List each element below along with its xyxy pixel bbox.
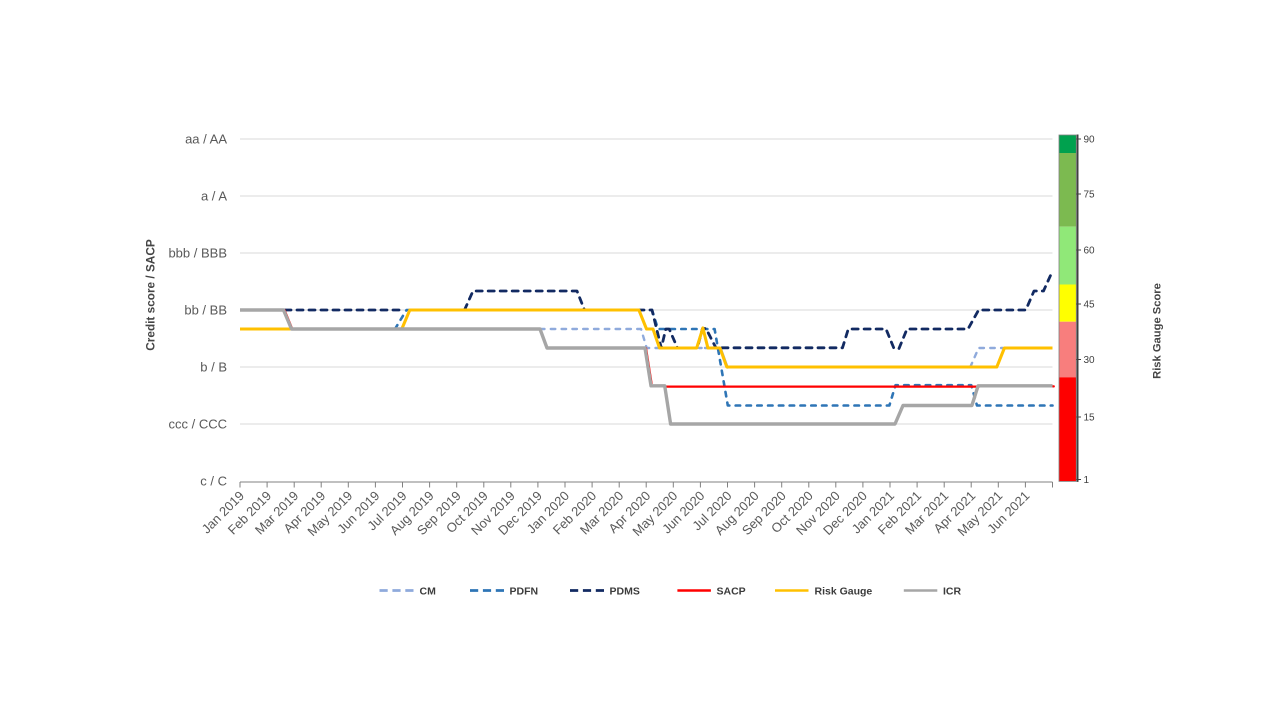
svg-text:aa / AA: aa / AA [185,132,227,147]
svg-text:Credit score / SACP: Credit score / SACP [144,239,158,351]
svg-text:1: 1 [1084,475,1090,486]
svg-text:ICR: ICR [943,585,962,597]
svg-text:bb / BB: bb / BB [184,303,227,318]
svg-text:90: 90 [1084,135,1096,146]
svg-text:SACP: SACP [717,585,746,597]
svg-text:PDMS: PDMS [610,585,640,597]
svg-text:15: 15 [1084,413,1096,424]
svg-text:45: 45 [1084,300,1096,311]
svg-text:30: 30 [1084,355,1096,366]
svg-text:Risk Gauge: Risk Gauge [815,585,873,597]
svg-text:60: 60 [1084,246,1096,257]
svg-text:CM: CM [420,585,437,597]
svg-text:ccc / CCC: ccc / CCC [169,417,228,432]
svg-text:Risk Gauge Score: Risk Gauge Score [1152,283,1164,379]
svg-text:75: 75 [1084,190,1096,201]
svg-text:bbb / BBB: bbb / BBB [168,246,227,261]
svg-text:b / B: b / B [200,360,227,375]
svg-text:c / C: c / C [200,474,227,489]
svg-text:a / A: a / A [201,189,227,204]
svg-text:PDFN: PDFN [510,585,539,597]
